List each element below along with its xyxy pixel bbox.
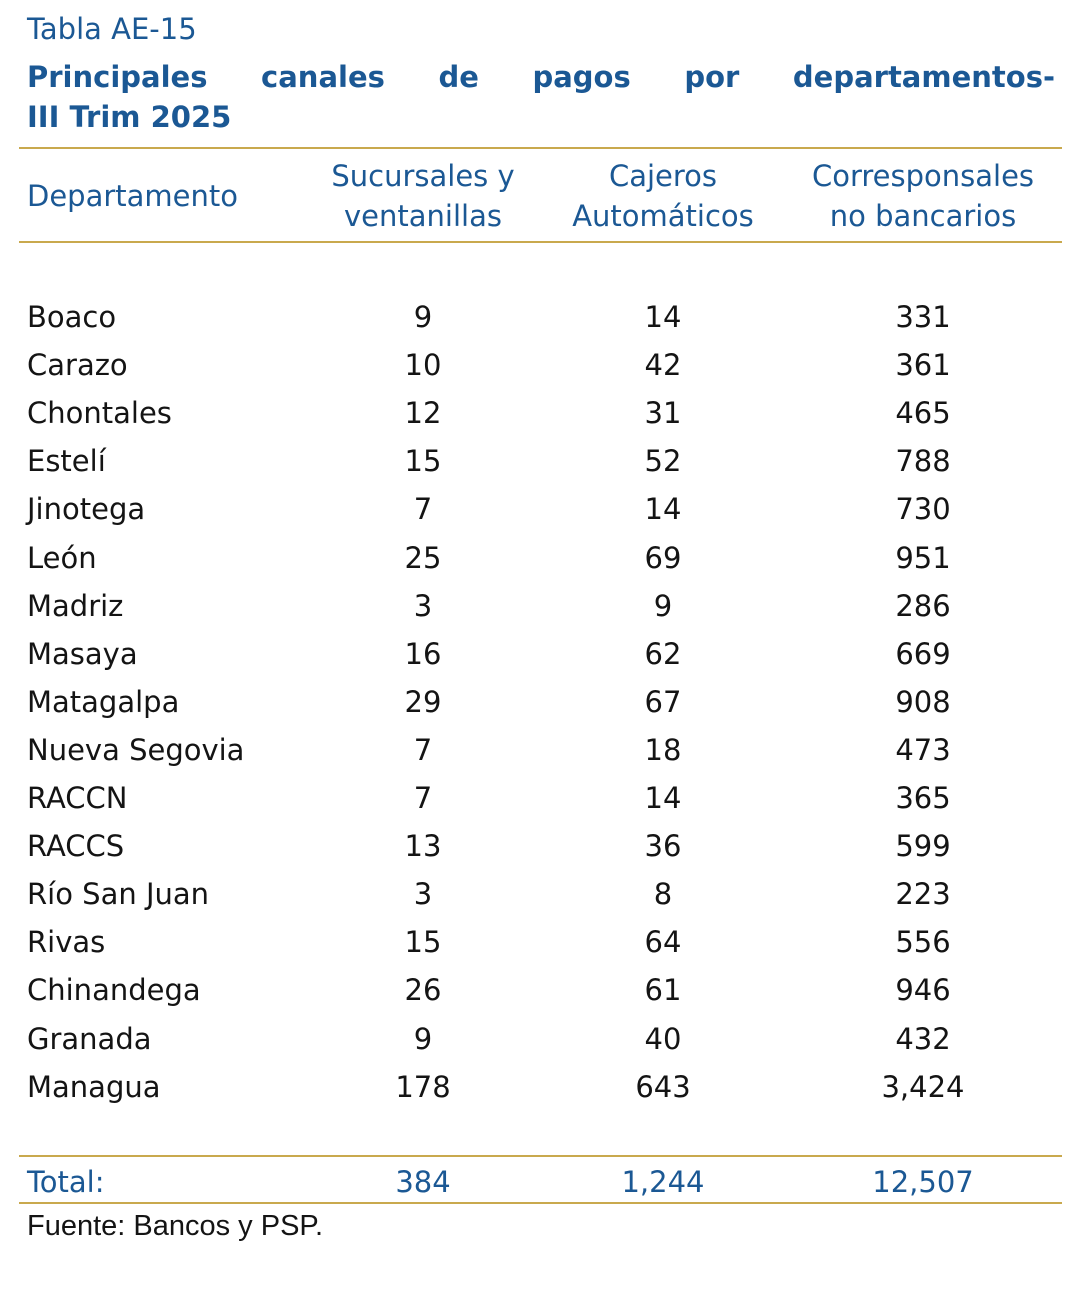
rule [19,1155,1062,1157]
table-cell: 946 [895,973,951,1008]
table-cell: 331 [895,300,951,334]
column-header: Cajeros [608,159,718,193]
row-label: Chinandega [27,973,201,1008]
row-label: Jinotega [27,492,146,527]
table-cell: 67 [644,684,682,719]
row-label: Carazo [27,348,128,383]
table-cell: 62 [644,636,682,671]
table-cell: 9 [413,300,433,334]
row-label: Nueva Segovia [27,732,245,767]
table-cell: 36 [644,829,682,864]
table-cell: 643 [635,1069,691,1104]
row-label: Granada [27,1021,152,1056]
column-header: Sucursales y [331,159,515,193]
table-cell: 669 [895,636,951,671]
table-cell: 26 [404,973,442,1008]
row-label: Masaya [27,636,138,671]
table-cell: 13 [404,829,442,864]
table-cell: 15 [404,444,442,479]
total-label: Total: [27,1165,105,1199]
column-header: Automáticos [572,199,754,233]
table-cell: 178 [395,1069,451,1104]
table-cell: 64 [644,925,682,960]
column-header: ventanillas [344,199,502,233]
rule [19,241,1062,243]
table-cell: 14 [644,781,682,815]
rule [19,1202,1062,1204]
row-label: Estelí [27,444,106,479]
table-title: Tabla AE-15 [27,12,197,46]
table-cell: 432 [895,1021,951,1056]
row-label: Río San Juan [27,877,210,912]
table-cell: 15 [404,925,442,960]
row-label: RACCN [27,781,128,815]
row-label: Rivas [27,925,106,960]
table-cell: 42 [644,348,682,383]
row-label: Boaco [27,300,117,334]
row-label: León [27,540,97,575]
column-header: Departamento [27,179,239,213]
table-cell: 730 [895,492,951,527]
table-cell: 29 [404,684,442,719]
total-cell: 384 [395,1165,451,1199]
table-cell: 7 [413,732,433,767]
total-cell: 1,244 [621,1165,705,1199]
table-cell: 12 [404,396,442,431]
source-note: Fuente: Bancos y PSP. [27,1210,324,1242]
table-cell: 69 [644,540,682,575]
row-label: Chontales [27,396,172,431]
table-cell: 7 [413,781,433,815]
table-cell: 908 [895,684,951,719]
table-cell: 16 [404,636,442,671]
table-cell: 8 [653,877,673,912]
table-cell: 3,424 [881,1069,965,1104]
table-cell: 25 [404,540,442,575]
table-cell: 14 [644,492,682,527]
table-cell: 3 [413,877,433,912]
table-cell: 365 [895,781,951,815]
table-subtitle: III Trim 2025 [27,100,232,134]
table-subtitle: Principales canales de pagos por departa… [27,60,1055,94]
table-cell: 14 [644,300,682,334]
table-cell: 599 [895,829,951,864]
table-cell: 9 [413,1021,433,1056]
table-cell: 465 [895,396,951,431]
column-header: no bancarios [829,199,1017,233]
table-cell: 788 [895,444,951,479]
table-cell: 61 [644,973,682,1008]
row-label: Matagalpa [27,684,180,719]
table-cell: 361 [895,348,951,383]
row-label: RACCS [27,829,125,864]
table-cell: 9 [653,588,673,623]
table-cell: 556 [895,925,951,960]
table-cell: 223 [895,877,951,912]
rule [19,147,1062,149]
table-cell: 10 [404,348,442,383]
row-label: Managua [27,1069,161,1104]
table-cell: 31 [644,396,682,431]
table-cell: 951 [895,540,951,575]
column-header: Corresponsales [811,159,1035,193]
total-cell: 12,507 [872,1165,974,1199]
table-cell: 18 [644,732,682,767]
table-cell: 473 [895,732,951,767]
table-cell: 7 [413,492,433,527]
table-cell: 286 [895,588,951,623]
table-cell: 3 [413,588,433,623]
table-cell: 40 [644,1021,682,1056]
table-cell: 52 [644,444,682,479]
row-label: Madriz [27,588,124,623]
